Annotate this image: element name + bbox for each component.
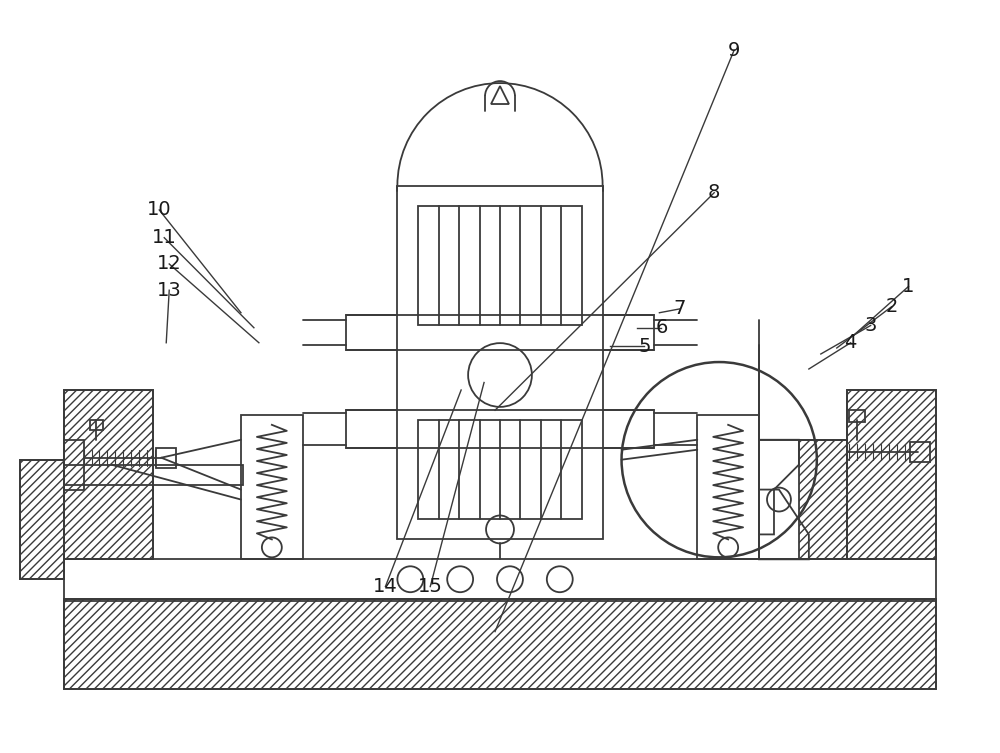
Bar bbox=[90, 420, 103, 430]
Bar bbox=[64, 599, 936, 689]
Text: 6: 6 bbox=[655, 319, 668, 337]
Bar bbox=[64, 599, 936, 689]
Bar bbox=[799, 440, 847, 559]
Bar bbox=[847, 390, 936, 559]
Bar bbox=[849, 410, 865, 422]
Bar bbox=[418, 206, 582, 325]
Bar bbox=[241, 415, 303, 559]
Text: 11: 11 bbox=[152, 228, 177, 247]
Text: 1: 1 bbox=[902, 277, 915, 296]
Bar bbox=[156, 448, 176, 468]
Text: 4: 4 bbox=[845, 334, 857, 352]
Bar bbox=[847, 390, 936, 559]
Text: 14: 14 bbox=[373, 577, 398, 596]
Bar bbox=[20, 459, 64, 579]
Text: 10: 10 bbox=[147, 200, 172, 219]
Bar bbox=[64, 390, 153, 559]
Bar bbox=[759, 440, 847, 559]
Text: 3: 3 bbox=[864, 316, 877, 335]
Text: 15: 15 bbox=[418, 577, 443, 596]
Bar bbox=[64, 465, 243, 485]
Text: 12: 12 bbox=[157, 255, 182, 273]
Bar bbox=[418, 420, 582, 520]
Text: 13: 13 bbox=[157, 281, 182, 300]
Bar bbox=[64, 440, 84, 489]
Text: 5: 5 bbox=[638, 337, 651, 356]
Text: 2: 2 bbox=[885, 297, 898, 316]
Text: 8: 8 bbox=[708, 183, 720, 203]
Bar bbox=[20, 459, 64, 579]
Bar bbox=[346, 316, 654, 350]
Bar bbox=[697, 415, 759, 559]
Text: 7: 7 bbox=[673, 300, 686, 319]
Bar bbox=[910, 442, 930, 462]
Bar bbox=[64, 390, 153, 559]
Bar bbox=[397, 186, 603, 539]
Bar bbox=[64, 559, 936, 601]
Bar bbox=[346, 410, 654, 448]
Text: 9: 9 bbox=[728, 41, 740, 59]
